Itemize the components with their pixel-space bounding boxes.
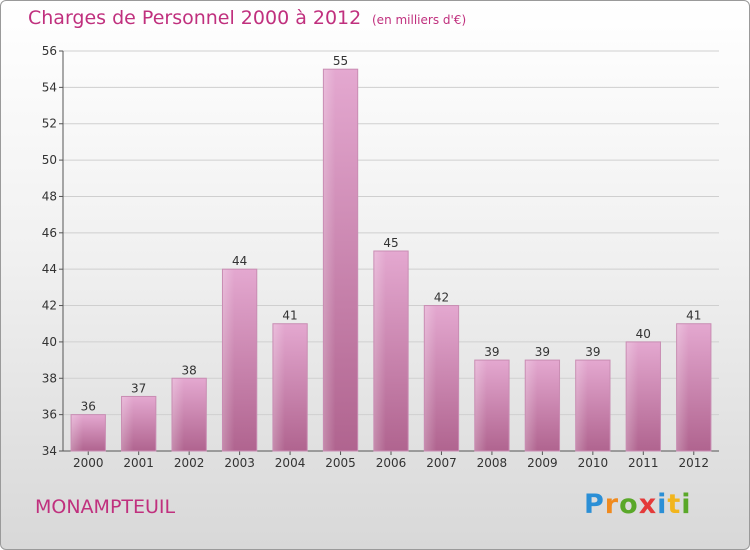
x-tick-label: 2011 (628, 456, 659, 470)
value-label: 37 (131, 381, 146, 395)
bar-highlight (323, 69, 336, 451)
bar-highlight (171, 378, 185, 451)
y-tick-label: 34 (42, 444, 57, 458)
y-tick-label: 36 (42, 408, 57, 422)
bars (70, 68, 712, 452)
value-label: 42 (434, 291, 449, 305)
bar-outline (676, 323, 712, 452)
y-tick-label: 44 (42, 262, 57, 276)
bar-outline (70, 414, 106, 452)
logo-letter: o (619, 489, 639, 520)
commune-name: MONAMPTEUIL (35, 496, 176, 518)
x-tick-label: 2009 (527, 456, 558, 470)
proxiti-logo[interactable]: Proxiti (584, 489, 692, 520)
x-tick-label: 2005 (325, 456, 356, 470)
chart-subtitle: (en milliers d'€) (372, 13, 467, 27)
labels: 34 36 38 40 42 44 46 48 50 52 54 56 36 2000 37 2001 38 20… (42, 44, 709, 470)
value-label: 39 (585, 345, 600, 359)
bar-outline (575, 359, 611, 452)
bar-highlight (222, 269, 235, 451)
bar-outline (221, 268, 258, 452)
x-tick-label: 2004 (275, 456, 306, 470)
logo-letter: r (604, 489, 620, 520)
x-tick-label: 2001 (123, 456, 154, 470)
bar-outline (524, 359, 561, 452)
chart-title: Charges de Personnel 2000 à 2012 (28, 7, 362, 29)
bar-highlight (575, 360, 588, 451)
value-label: 38 (182, 363, 197, 377)
logo-letter: i (681, 489, 692, 520)
bar-outline (171, 377, 207, 452)
value-label: 40 (636, 327, 651, 341)
value-label: 39 (535, 345, 550, 359)
x-tick-label: 2008 (477, 456, 508, 470)
bar-outline (423, 305, 460, 452)
y-tick-label: 50 (42, 153, 57, 167)
y-tick-label: 48 (42, 189, 57, 203)
value-label: 55 (333, 54, 348, 68)
x-tick-label: 2006 (376, 456, 407, 470)
bar-highlight (676, 323, 689, 451)
logo-letter: x (638, 489, 658, 520)
bar-highlight (373, 251, 386, 451)
bar-outline (373, 250, 409, 452)
logo-letter: t (667, 489, 682, 520)
bar-outline (121, 395, 157, 452)
y-tick-label: 52 (42, 117, 57, 131)
bar-outline (272, 323, 308, 452)
x-tick-label: 2003 (224, 456, 255, 470)
x-tick-label: 2012 (678, 456, 709, 470)
bar-highlight (71, 414, 84, 451)
value-label: 39 (484, 345, 499, 359)
logo-letter: i (657, 489, 668, 520)
bar-outline (474, 359, 510, 452)
y-tick-label: 54 (42, 80, 57, 94)
bar-highlight (121, 396, 134, 451)
x-tick-label: 2010 (578, 456, 609, 470)
bar-highlight (525, 360, 538, 451)
x-tick-label: 2002 (174, 456, 205, 470)
bar-outline (625, 341, 661, 452)
x-tick-label: 2007 (426, 456, 457, 470)
value-label: 44 (232, 254, 247, 268)
value-label: 36 (81, 400, 96, 414)
bar-highlight (424, 305, 437, 451)
y-tick-label: 38 (42, 371, 57, 385)
bar-highlight (474, 360, 487, 451)
value-label: 45 (383, 236, 398, 250)
bar-highlight (626, 341, 639, 451)
x-tick-label: 2000 (73, 456, 104, 470)
logo-letter: P (584, 489, 605, 520)
y-tick-label: 40 (42, 335, 57, 349)
bar-outline (322, 68, 359, 452)
value-label: 41 (686, 309, 701, 323)
value-label: 41 (282, 309, 297, 323)
y-tick-label: 56 (42, 44, 57, 58)
y-tick-label: 42 (42, 299, 57, 313)
bar-highlight (272, 323, 285, 451)
y-tick-label: 46 (42, 226, 57, 240)
